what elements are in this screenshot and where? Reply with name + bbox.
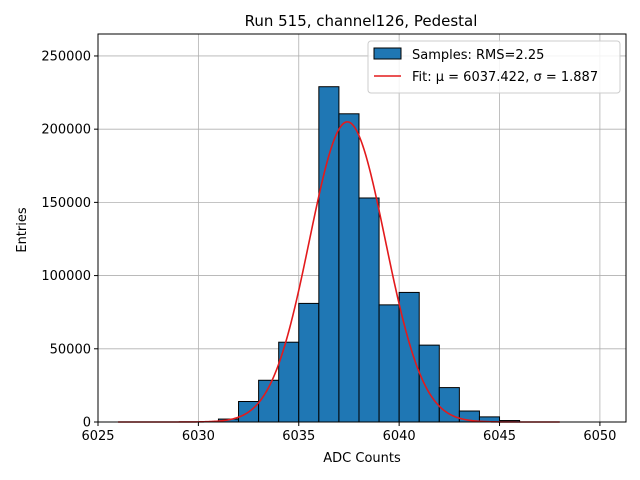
y-tick-label: 200000	[41, 123, 91, 138]
histogram-bar	[298, 302, 320, 423]
y-tick-label: 50000	[50, 342, 91, 357]
axis-ticks: 6025 6030 6035 6040 6045 6050 0 50000 100000 1500…	[41, 49, 616, 444]
x-tick-label: 6050	[583, 429, 616, 444]
histogram-bar	[398, 291, 420, 423]
x-axis-label: ADC Counts	[323, 451, 401, 466]
x-tick-label: 6035	[282, 429, 315, 444]
y-tick-label: 150000	[41, 196, 91, 211]
legend-label-fit: Fit: μ = 6037.422, σ = 1.887	[412, 70, 598, 85]
y-tick-label: 100000	[41, 269, 91, 284]
x-tick-label: 6030	[182, 429, 215, 444]
histogram-bars	[217, 86, 521, 423]
histogram-bar	[358, 197, 380, 423]
x-tick-label: 6040	[383, 429, 416, 444]
y-axis-label: Entries	[15, 207, 30, 253]
plot-frame	[97, 33, 627, 423]
y-tick-label: 250000	[41, 49, 91, 64]
x-tick-label: 6045	[483, 429, 516, 444]
legend-box	[367, 40, 621, 94]
legend-label-samples: Samples: RMS=2.25	[412, 48, 544, 63]
y-tick-label: 0	[83, 416, 91, 431]
histogram-bar	[378, 304, 400, 423]
x-tick-label: 6025	[81, 429, 114, 444]
chart-title: Run 515, channel126, Pedestal	[245, 12, 478, 30]
legend-swatch-samples	[373, 47, 402, 60]
histogram-bar	[418, 344, 440, 423]
legend: Samples: RMS=2.25 Fit: μ = 6037.422, σ =…	[367, 40, 621, 94]
histogram-bar	[338, 113, 360, 423]
